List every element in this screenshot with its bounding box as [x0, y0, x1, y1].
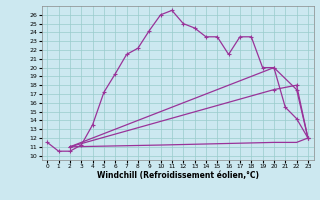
X-axis label: Windchill (Refroidissement éolien,°C): Windchill (Refroidissement éolien,°C)	[97, 171, 259, 180]
